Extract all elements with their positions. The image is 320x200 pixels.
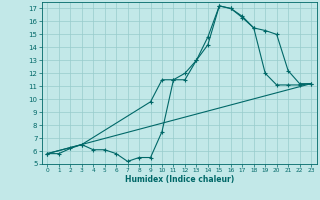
- X-axis label: Humidex (Indice chaleur): Humidex (Indice chaleur): [124, 175, 234, 184]
